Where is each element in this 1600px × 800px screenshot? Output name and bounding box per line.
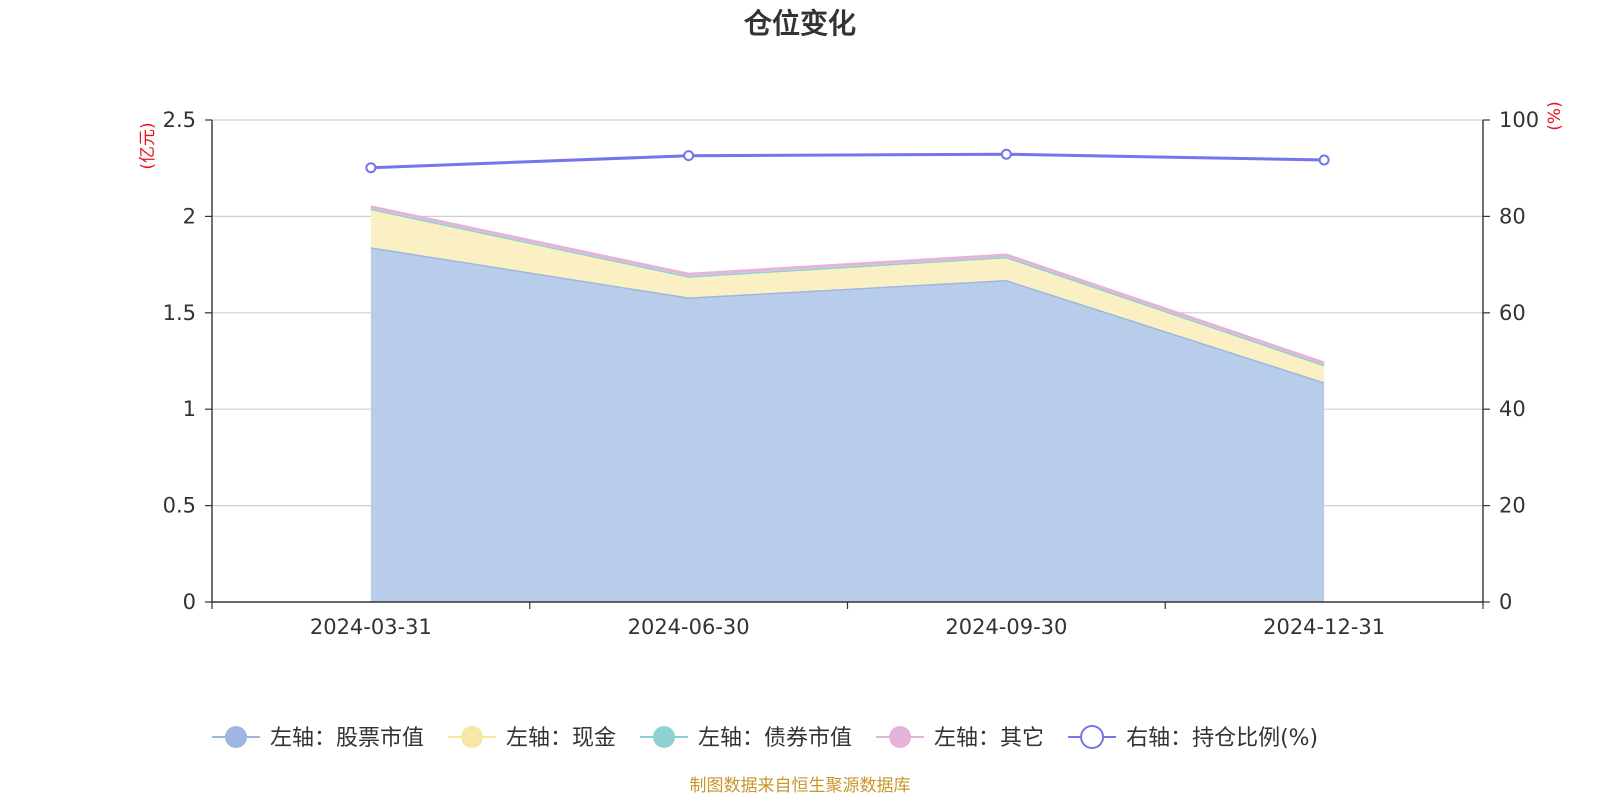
stacked-areas xyxy=(370,205,1325,602)
area-9db7e0 xyxy=(370,247,1325,602)
legend-marker xyxy=(1080,725,1105,749)
legend-item: 左轴：股票市值 xyxy=(212,726,424,751)
chart-title: 仓位变化 xyxy=(744,7,856,40)
legend: 左轴：股票市值 左轴：现金 左轴：债券市值 左轴：其它 右轴：持仓比例(%) xyxy=(212,725,1318,751)
axes: 0 0.5 1 1.5 2 2.5 0 20 40 60 80 100 2024-03-31 2024-0… xyxy=(163,108,1540,639)
holding-ratio-point xyxy=(683,150,695,162)
legend-label: 右轴：持仓比例(%) xyxy=(1126,726,1318,751)
right-axis-tick-label: 40 xyxy=(1499,397,1526,421)
legend-label: 左轴：债券市值 xyxy=(698,726,852,751)
right-axis-tick-label: 80 xyxy=(1499,204,1526,228)
legend-marker xyxy=(225,726,247,748)
left-axis-tick-label: 1.5 xyxy=(163,301,196,325)
legend-item: 左轴：债券市值 xyxy=(640,726,852,751)
right-axis-tick-label: 100 xyxy=(1499,108,1539,132)
holding-ratio-point xyxy=(365,162,377,174)
x-axis-tick-label: 2024-09-30 xyxy=(945,615,1067,639)
legend-marker xyxy=(653,726,676,748)
left-axis-tick-label: 0 xyxy=(183,590,196,614)
holding-ratio-path xyxy=(370,152,1325,170)
legend-item: 左轴：其它 xyxy=(876,726,1044,751)
legend-marker xyxy=(889,726,912,748)
area-e6b3d8-edge xyxy=(370,205,1325,365)
right-axis-tick-label: 20 xyxy=(1499,494,1526,518)
left-axis-unit: (亿元) xyxy=(138,122,158,169)
holding-ratio-point xyxy=(1000,148,1012,160)
legend-label: 左轴：股票市值 xyxy=(270,726,424,751)
legend-item: 右轴：持仓比例(%) xyxy=(1068,725,1318,751)
data-source-note: 制图数据来自恒生聚源数据库 xyxy=(690,776,911,796)
x-axis-tick-label: 2024-03-31 xyxy=(310,615,432,639)
right-axis-tick-label: 60 xyxy=(1499,301,1526,325)
right-axis-unit: (%) xyxy=(1545,101,1565,130)
legend-item: 左轴：现金 xyxy=(448,726,616,751)
left-axis-tick-label: 2 xyxy=(183,204,196,228)
legend-label: 左轴：其它 xyxy=(934,726,1044,751)
x-axis-tick-label: 2024-12-31 xyxy=(1263,615,1385,639)
holding-ratio-line xyxy=(365,148,1330,174)
left-axis-tick-label: 0.5 xyxy=(163,494,196,518)
x-axis-tick-label: 2024-06-30 xyxy=(628,615,750,639)
left-axis-tick-label: 1 xyxy=(183,397,196,421)
left-axis-tick-label: 2.5 xyxy=(163,108,196,132)
legend-marker xyxy=(461,726,484,748)
legend-label: 左轴：现金 xyxy=(506,726,616,751)
right-axis-tick-label: 0 xyxy=(1499,590,1512,614)
holding-ratio-point xyxy=(1318,154,1330,166)
